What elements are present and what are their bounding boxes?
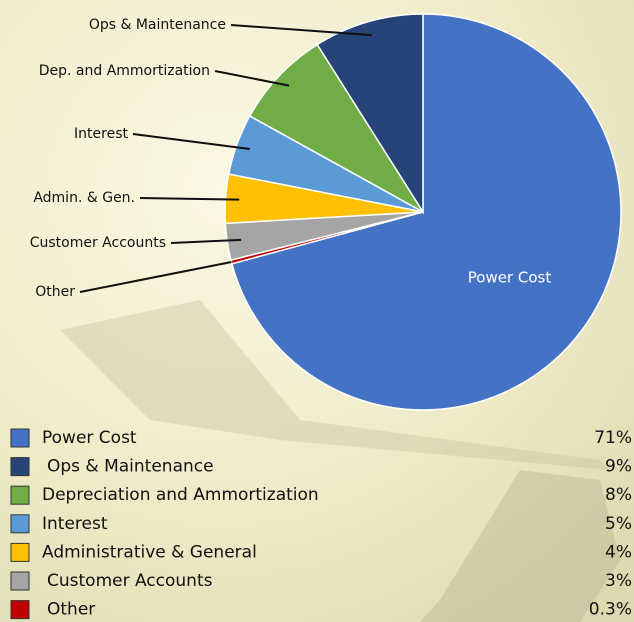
legend-label: Customer Accounts <box>47 571 213 591</box>
legend-value: 0.3% <box>589 600 632 620</box>
legend-swatch <box>11 601 29 619</box>
callout-label: Interest <box>74 126 128 142</box>
chart: Power Cost Ops & Maintenance Dep. and Ammo… <box>0 0 634 622</box>
legend-swatch <box>11 486 29 504</box>
callout-label: Ops & Maintenance <box>89 17 226 33</box>
legend-swatch <box>11 543 29 561</box>
legend-value: 9% <box>605 457 632 477</box>
legend-value: 3% <box>605 571 632 591</box>
callout-label: Customer Accounts <box>30 235 166 251</box>
legend-label: Administrative & General <box>42 542 257 562</box>
legend-swatch <box>11 429 29 447</box>
legend-label: Power Cost <box>42 428 137 448</box>
legend-swatch <box>11 572 29 590</box>
callout-label: Admin. & Gen. <box>33 190 135 206</box>
legend-label: Other <box>47 600 95 620</box>
legend-label: Depreciation and Ammortization <box>42 485 319 505</box>
legend-label: Interest <box>42 514 108 534</box>
callout-label: Dep. and Ammortization <box>39 63 210 79</box>
legend-value: 71% <box>594 428 632 448</box>
legend-value: 5% <box>605 514 632 534</box>
legend-swatch <box>11 458 29 476</box>
slice-label: Power Cost <box>468 269 552 287</box>
legend-value: 8% <box>605 485 632 505</box>
callout-label: Other <box>35 284 75 300</box>
legend-label: Ops & Maintenance <box>47 457 214 477</box>
legend-swatch <box>11 515 29 533</box>
legend-value: 4% <box>605 542 632 562</box>
